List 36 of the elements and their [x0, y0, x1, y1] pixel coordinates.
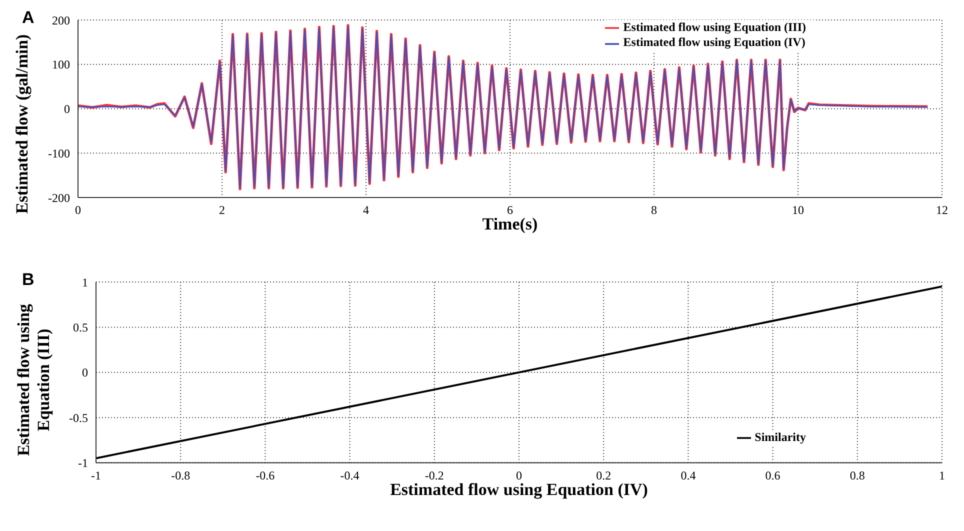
x-axis-title: Estimated flow using Equation (IV): [390, 480, 648, 499]
y-tick-label: -100: [48, 146, 70, 160]
x-tick-label: 0: [516, 468, 522, 482]
x-axis-title: Time(s): [482, 214, 538, 234]
x-tick-label: 12: [936, 203, 948, 218]
x-tick-label: -0.4: [340, 468, 360, 482]
x-tick-label: 6: [507, 203, 513, 218]
y-tick-label: -1: [78, 456, 88, 470]
y-tick-label: 1: [82, 275, 88, 290]
y-axis-title: Estimated flow (gal/min): [13, 34, 33, 214]
y-tick-label: -200: [48, 190, 70, 205]
legend-label: Similarity: [754, 430, 806, 444]
x-tick-label: 1: [939, 468, 945, 482]
x-tick-label: 0.8: [850, 468, 865, 482]
x-tick-label: -0.8: [171, 468, 190, 482]
x-tick-label: 2: [219, 203, 225, 218]
y-tick-label: 200: [52, 13, 70, 28]
legend-label: Estimated flow using Equation (III): [623, 20, 806, 34]
text: A: [22, 8, 34, 28]
x-tick-label: 4: [363, 203, 369, 218]
y-tick-label: 100: [52, 58, 70, 72]
y-tick-label: -0.5: [69, 410, 88, 425]
y-tick-label: 0: [64, 102, 70, 116]
x-tick-label: -1: [91, 468, 101, 482]
x-tick-label: 0.4: [680, 468, 696, 482]
x-tick-label: 0.6: [765, 468, 780, 482]
x-tick-label: 0.2: [596, 468, 612, 482]
x-tick-label: 10: [792, 203, 804, 218]
x-tick-label: 8: [651, 203, 657, 218]
y-axis-title: Estimated flow using Equation (III): [14, 304, 54, 456]
x-tick-label: -0.2: [424, 468, 444, 482]
x-tick-label: -0.6: [256, 468, 275, 482]
y-tick-label: 0.5: [73, 320, 88, 334]
text: B: [22, 270, 34, 290]
y-tick-label: 0: [82, 366, 88, 380]
legend-label: Estimated flow using Equation (IV): [623, 35, 806, 50]
